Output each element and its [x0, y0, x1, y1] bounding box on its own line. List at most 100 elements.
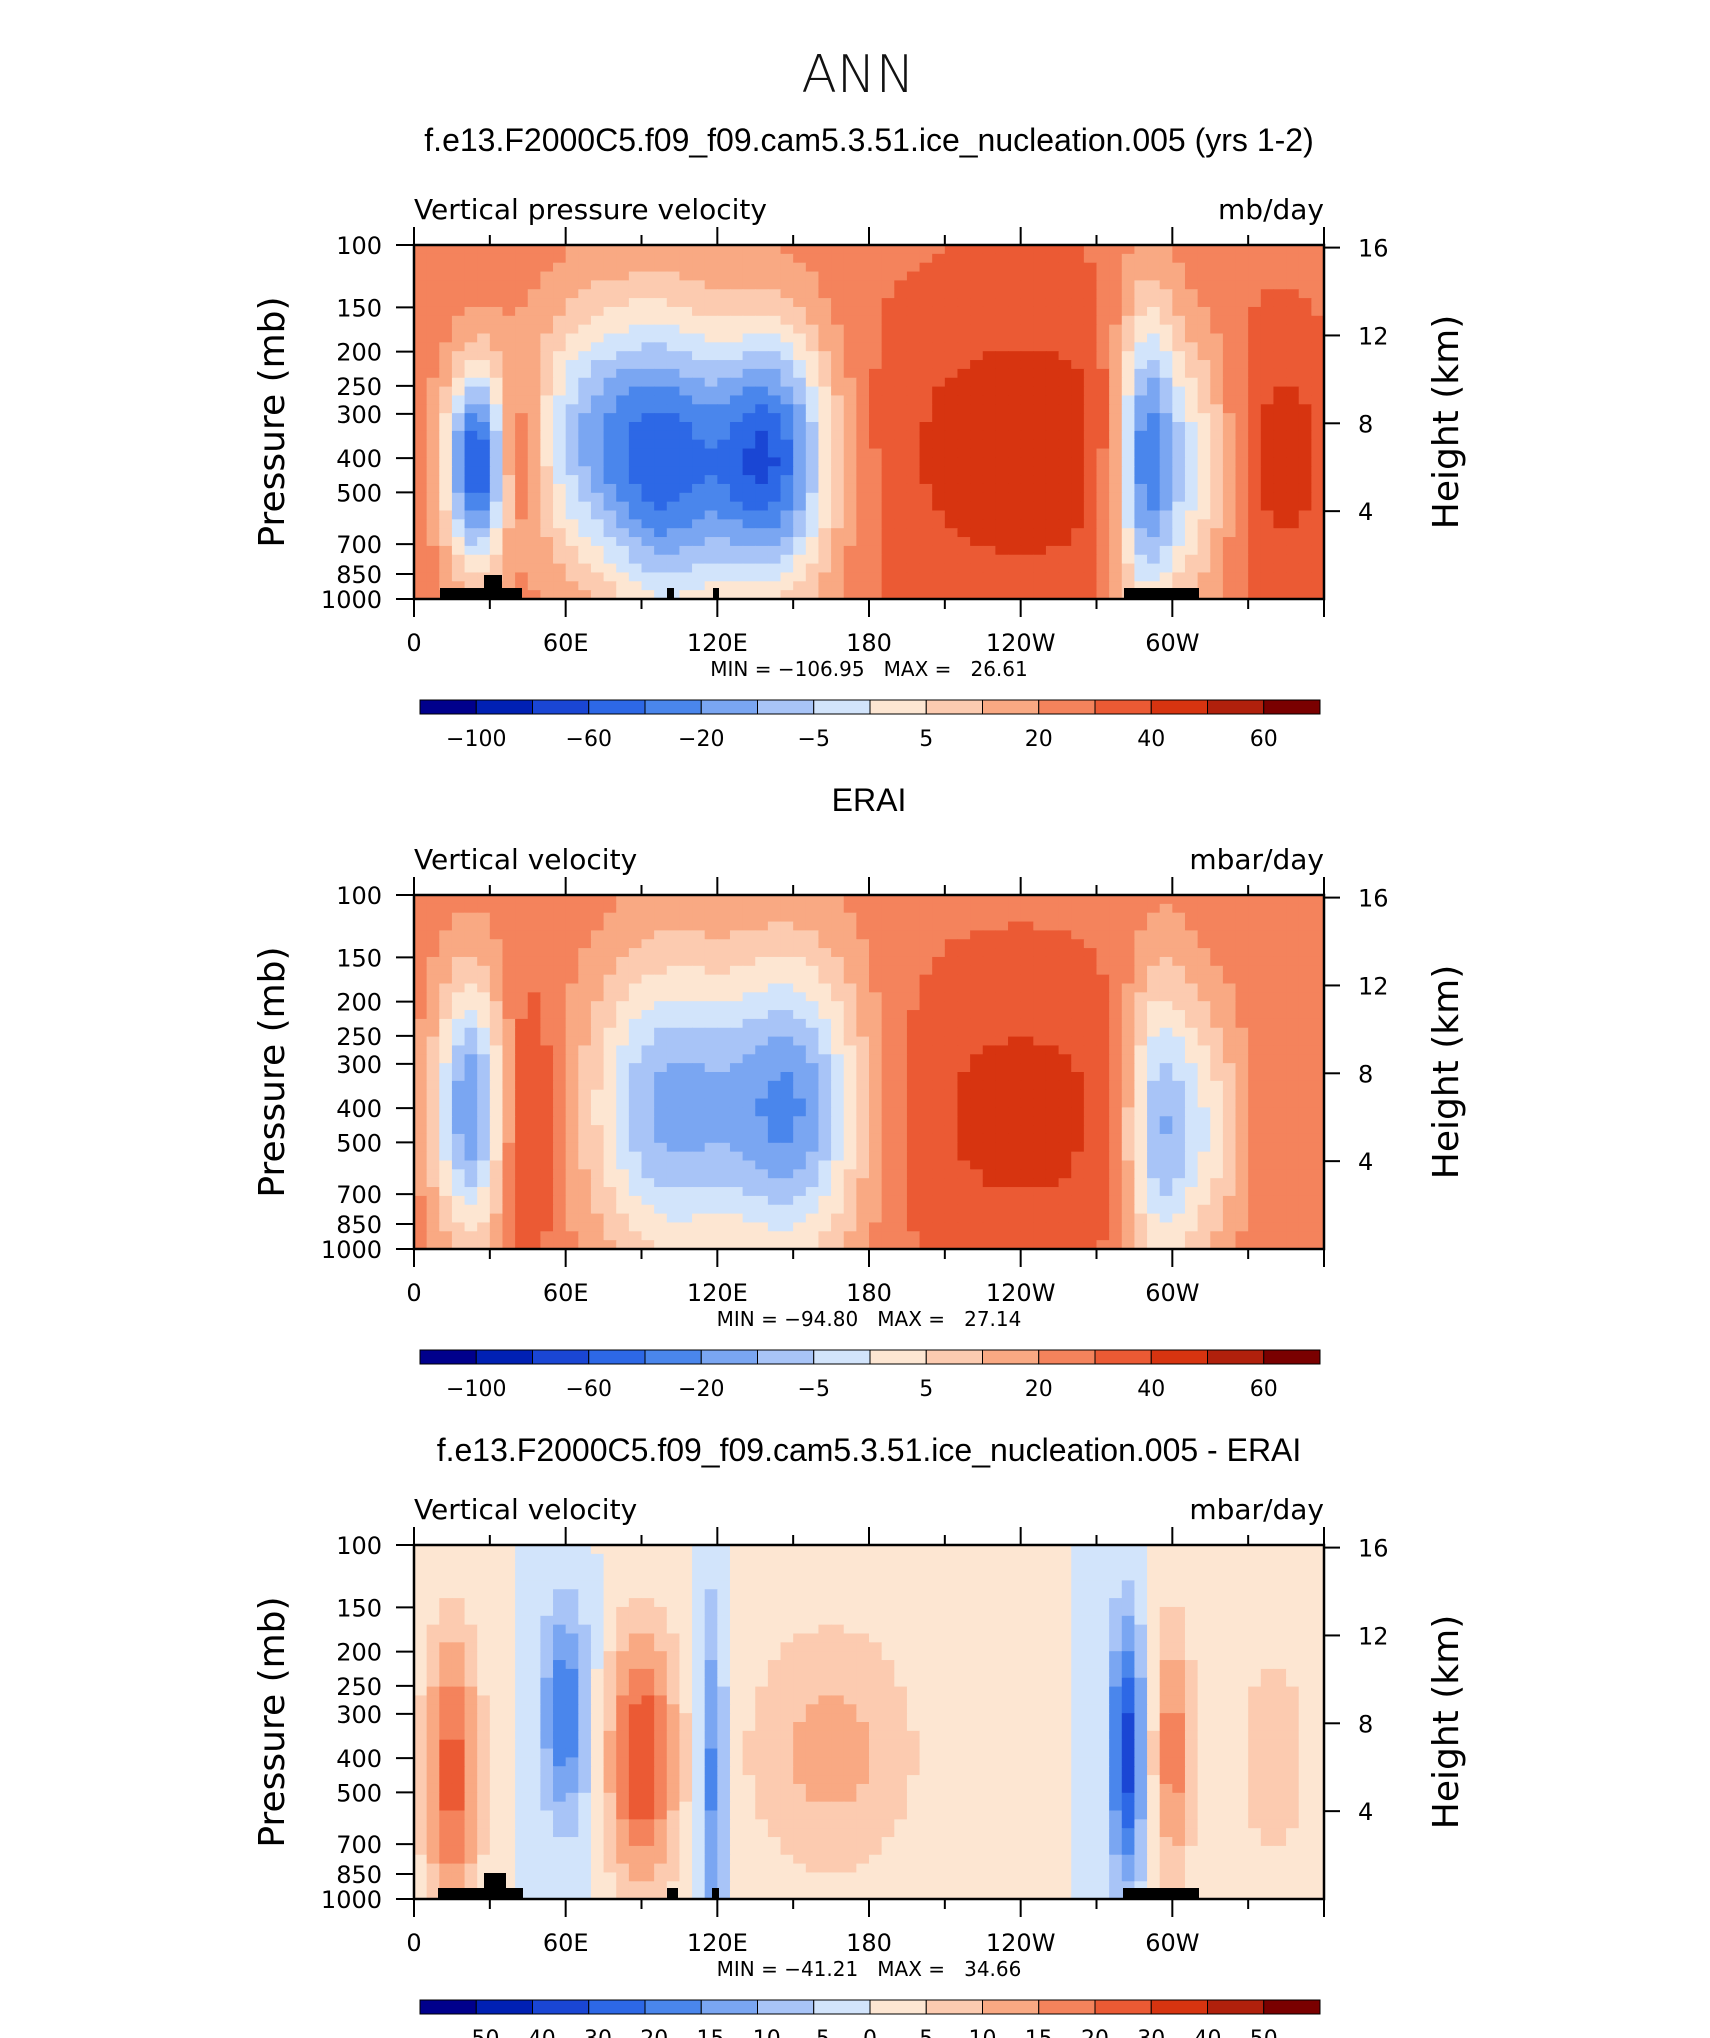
field-cell	[919, 1036, 933, 1047]
field-cell	[1172, 1116, 1186, 1126]
field-cell	[692, 921, 706, 931]
field-cell	[1020, 1063, 1034, 1073]
field-cell	[780, 1054, 794, 1064]
field-cell	[1147, 315, 1161, 326]
field-cell	[919, 1018, 933, 1029]
field-cell	[502, 581, 516, 591]
field-cell	[704, 253, 718, 264]
field-cell	[527, 1125, 541, 1135]
field-cell	[982, 306, 996, 317]
field-cell	[742, 492, 756, 503]
field-cell	[1235, 271, 1249, 281]
field-cell	[489, 413, 504, 423]
field-cell	[451, 368, 466, 379]
field-cell	[616, 528, 630, 538]
field-cell	[1045, 439, 1060, 450]
field-cell	[1020, 422, 1034, 432]
field-cell	[1020, 439, 1034, 450]
field-cell	[477, 280, 491, 290]
field-cell	[616, 545, 630, 556]
field-cell	[1058, 1125, 1072, 1135]
field-cell	[1121, 422, 1136, 432]
field-cell	[1222, 298, 1237, 308]
field-cell	[982, 245, 996, 255]
field-cell	[502, 554, 516, 565]
field-cell	[704, 306, 718, 317]
field-cell	[894, 1045, 908, 1055]
field-cell	[1109, 1010, 1123, 1020]
field-cell	[1083, 1010, 1098, 1020]
field-cell	[414, 315, 428, 326]
field-cell	[1071, 1027, 1085, 1038]
field-cell	[565, 1054, 579, 1064]
field-cell	[553, 271, 567, 281]
field-cell	[1298, 1010, 1312, 1020]
field-cell	[906, 1107, 921, 1117]
field-cell	[869, 1010, 883, 1020]
field-cell	[1235, 439, 1249, 450]
field-cell	[1210, 930, 1224, 940]
field-cell	[717, 289, 731, 299]
field-cell	[1286, 930, 1300, 940]
field-cell	[995, 1125, 1009, 1135]
field-cell	[565, 581, 579, 591]
field-cell	[881, 992, 895, 1002]
field-cell	[1033, 448, 1047, 458]
field-cell	[906, 289, 921, 299]
field-cell	[742, 983, 756, 993]
field-cell	[932, 921, 946, 931]
field-cell	[502, 939, 516, 949]
field-cell	[1008, 1010, 1022, 1020]
field-cell	[1083, 1063, 1098, 1073]
field-cell	[1134, 280, 1148, 290]
field-cell	[982, 395, 996, 405]
field-cell	[1096, 912, 1110, 923]
field-cell	[1260, 439, 1275, 450]
field-cell	[1045, 572, 1060, 582]
field-cell	[565, 1098, 579, 1108]
field-cell	[565, 983, 579, 993]
field-cell	[869, 1098, 883, 1108]
field-cell	[1045, 448, 1060, 458]
field-cell	[451, 1001, 466, 1011]
field-cell	[932, 483, 946, 494]
field-cell	[944, 903, 959, 914]
field-cell	[565, 1001, 579, 1011]
field-cell	[1147, 921, 1161, 931]
field-cell	[755, 448, 769, 458]
field-cell	[1147, 430, 1161, 441]
field-cell	[1286, 1116, 1300, 1126]
field-cell	[451, 483, 466, 494]
field-cell	[1172, 1072, 1186, 1082]
field-cell	[414, 921, 428, 931]
field-cell	[515, 1072, 529, 1082]
field-cell	[1197, 1116, 1211, 1126]
field-cell	[755, 342, 769, 352]
field-cell	[1210, 262, 1224, 273]
field-cell	[1172, 974, 1186, 985]
field-cell	[704, 245, 718, 255]
field-cell	[717, 528, 731, 538]
field-cell	[805, 965, 820, 976]
field-cell	[1260, 554, 1275, 565]
field-cell	[1222, 430, 1237, 441]
field-cell	[1197, 545, 1211, 556]
field-cell	[767, 1098, 782, 1108]
field-cell	[1083, 563, 1098, 574]
field-cell	[831, 306, 845, 317]
field-cell	[565, 974, 579, 985]
field-cell	[692, 1125, 706, 1135]
field-cell	[489, 395, 504, 405]
field-cell	[489, 306, 504, 317]
field-cell	[1083, 921, 1098, 931]
field-cell	[1121, 324, 1136, 335]
field-cell	[932, 1010, 946, 1020]
field-cell	[1121, 1018, 1136, 1029]
colorbar-swatch	[419, 699, 477, 715]
field-cell	[780, 1133, 794, 1144]
field-cell	[679, 1098, 693, 1108]
field-cell	[666, 545, 681, 556]
field-cell	[767, 1107, 782, 1117]
field-cell	[616, 289, 630, 299]
field-cell	[1260, 1116, 1275, 1126]
